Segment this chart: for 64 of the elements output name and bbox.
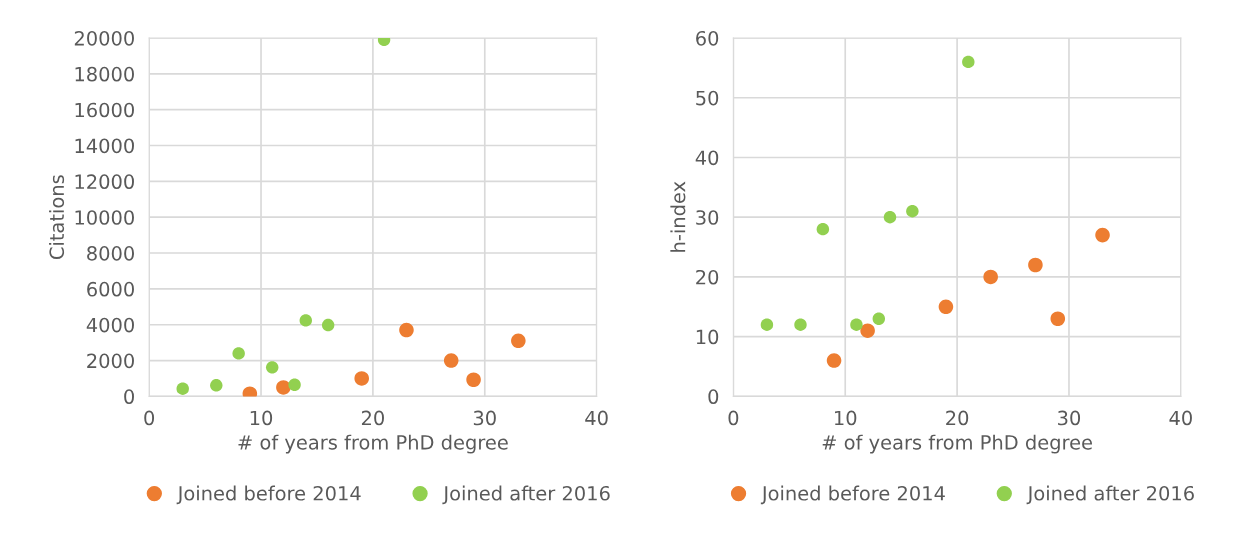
point <box>962 55 975 69</box>
point <box>883 210 897 224</box>
point <box>176 382 189 395</box>
point <box>850 318 863 331</box>
point <box>760 318 774 331</box>
point <box>1028 257 1043 273</box>
x-axis-title: # of years from PhD degree <box>238 434 508 454</box>
point <box>794 318 807 331</box>
y-tick-label: 12000 <box>75 174 134 190</box>
point <box>276 380 291 395</box>
x-tick-label: 10 <box>250 410 273 426</box>
x-tick-label: 40 <box>1169 410 1192 426</box>
point <box>872 312 886 325</box>
point <box>299 314 312 327</box>
point <box>354 371 369 386</box>
y-tick-label: 4000 <box>86 317 134 333</box>
y-tick-label: 2000 <box>87 353 134 369</box>
y-tick-label: 0 <box>124 389 134 405</box>
point <box>232 347 245 360</box>
legend-label: Joined after 2016 <box>442 485 610 505</box>
x-tick-label: 30 <box>1058 410 1081 426</box>
y-tick-label: 40 <box>695 150 719 166</box>
y-tick-label: 0 <box>708 389 719 405</box>
y-tick-label: 30 <box>696 210 719 225</box>
point <box>210 379 223 392</box>
x-tick-label: 30 <box>473 410 496 426</box>
x-tick-label: 0 <box>144 410 155 426</box>
point <box>266 361 279 374</box>
point <box>826 353 842 368</box>
y-tick-label: 50 <box>696 90 719 106</box>
x-axis-title: # of years from PhD degree <box>822 434 1092 454</box>
y-tick-label: 6000 <box>87 281 134 297</box>
y-tick-label: 18000 <box>75 66 134 82</box>
y-tick-label: 8000 <box>87 245 134 261</box>
point <box>983 269 998 285</box>
point <box>906 205 919 218</box>
x-tick-label: 10 <box>835 410 857 426</box>
point <box>1050 311 1066 327</box>
point <box>466 372 481 388</box>
legend-label: Joined before 2014 <box>176 485 361 505</box>
point <box>321 318 335 332</box>
point <box>399 322 414 338</box>
legend-label: Joined after 2016 <box>1026 485 1194 505</box>
point <box>938 299 954 315</box>
x-tick-label: 20 <box>946 410 969 426</box>
y-tick-label: 60 <box>696 30 719 46</box>
y-axis-title: Citations <box>49 175 65 260</box>
x-tick-label: 0 <box>728 410 739 426</box>
x-tick-label: 20 <box>361 410 384 426</box>
point <box>443 353 459 368</box>
point <box>511 333 526 349</box>
y-tick-label: 10000 <box>75 210 134 225</box>
y-axis-title: h-index <box>670 181 686 252</box>
y-tick-label: 20000 <box>74 30 134 46</box>
legend-label: Joined before 2014 <box>760 485 945 505</box>
point <box>1095 227 1110 243</box>
point <box>816 222 830 236</box>
y-tick-label: 20 <box>696 269 719 285</box>
y-tick-label: 14000 <box>75 138 134 154</box>
point <box>860 323 875 338</box>
x-tick-label: 40 <box>585 410 608 426</box>
point <box>288 378 301 391</box>
y-tick-label: 16000 <box>75 102 134 118</box>
y-tick-label: 10 <box>696 329 719 345</box>
